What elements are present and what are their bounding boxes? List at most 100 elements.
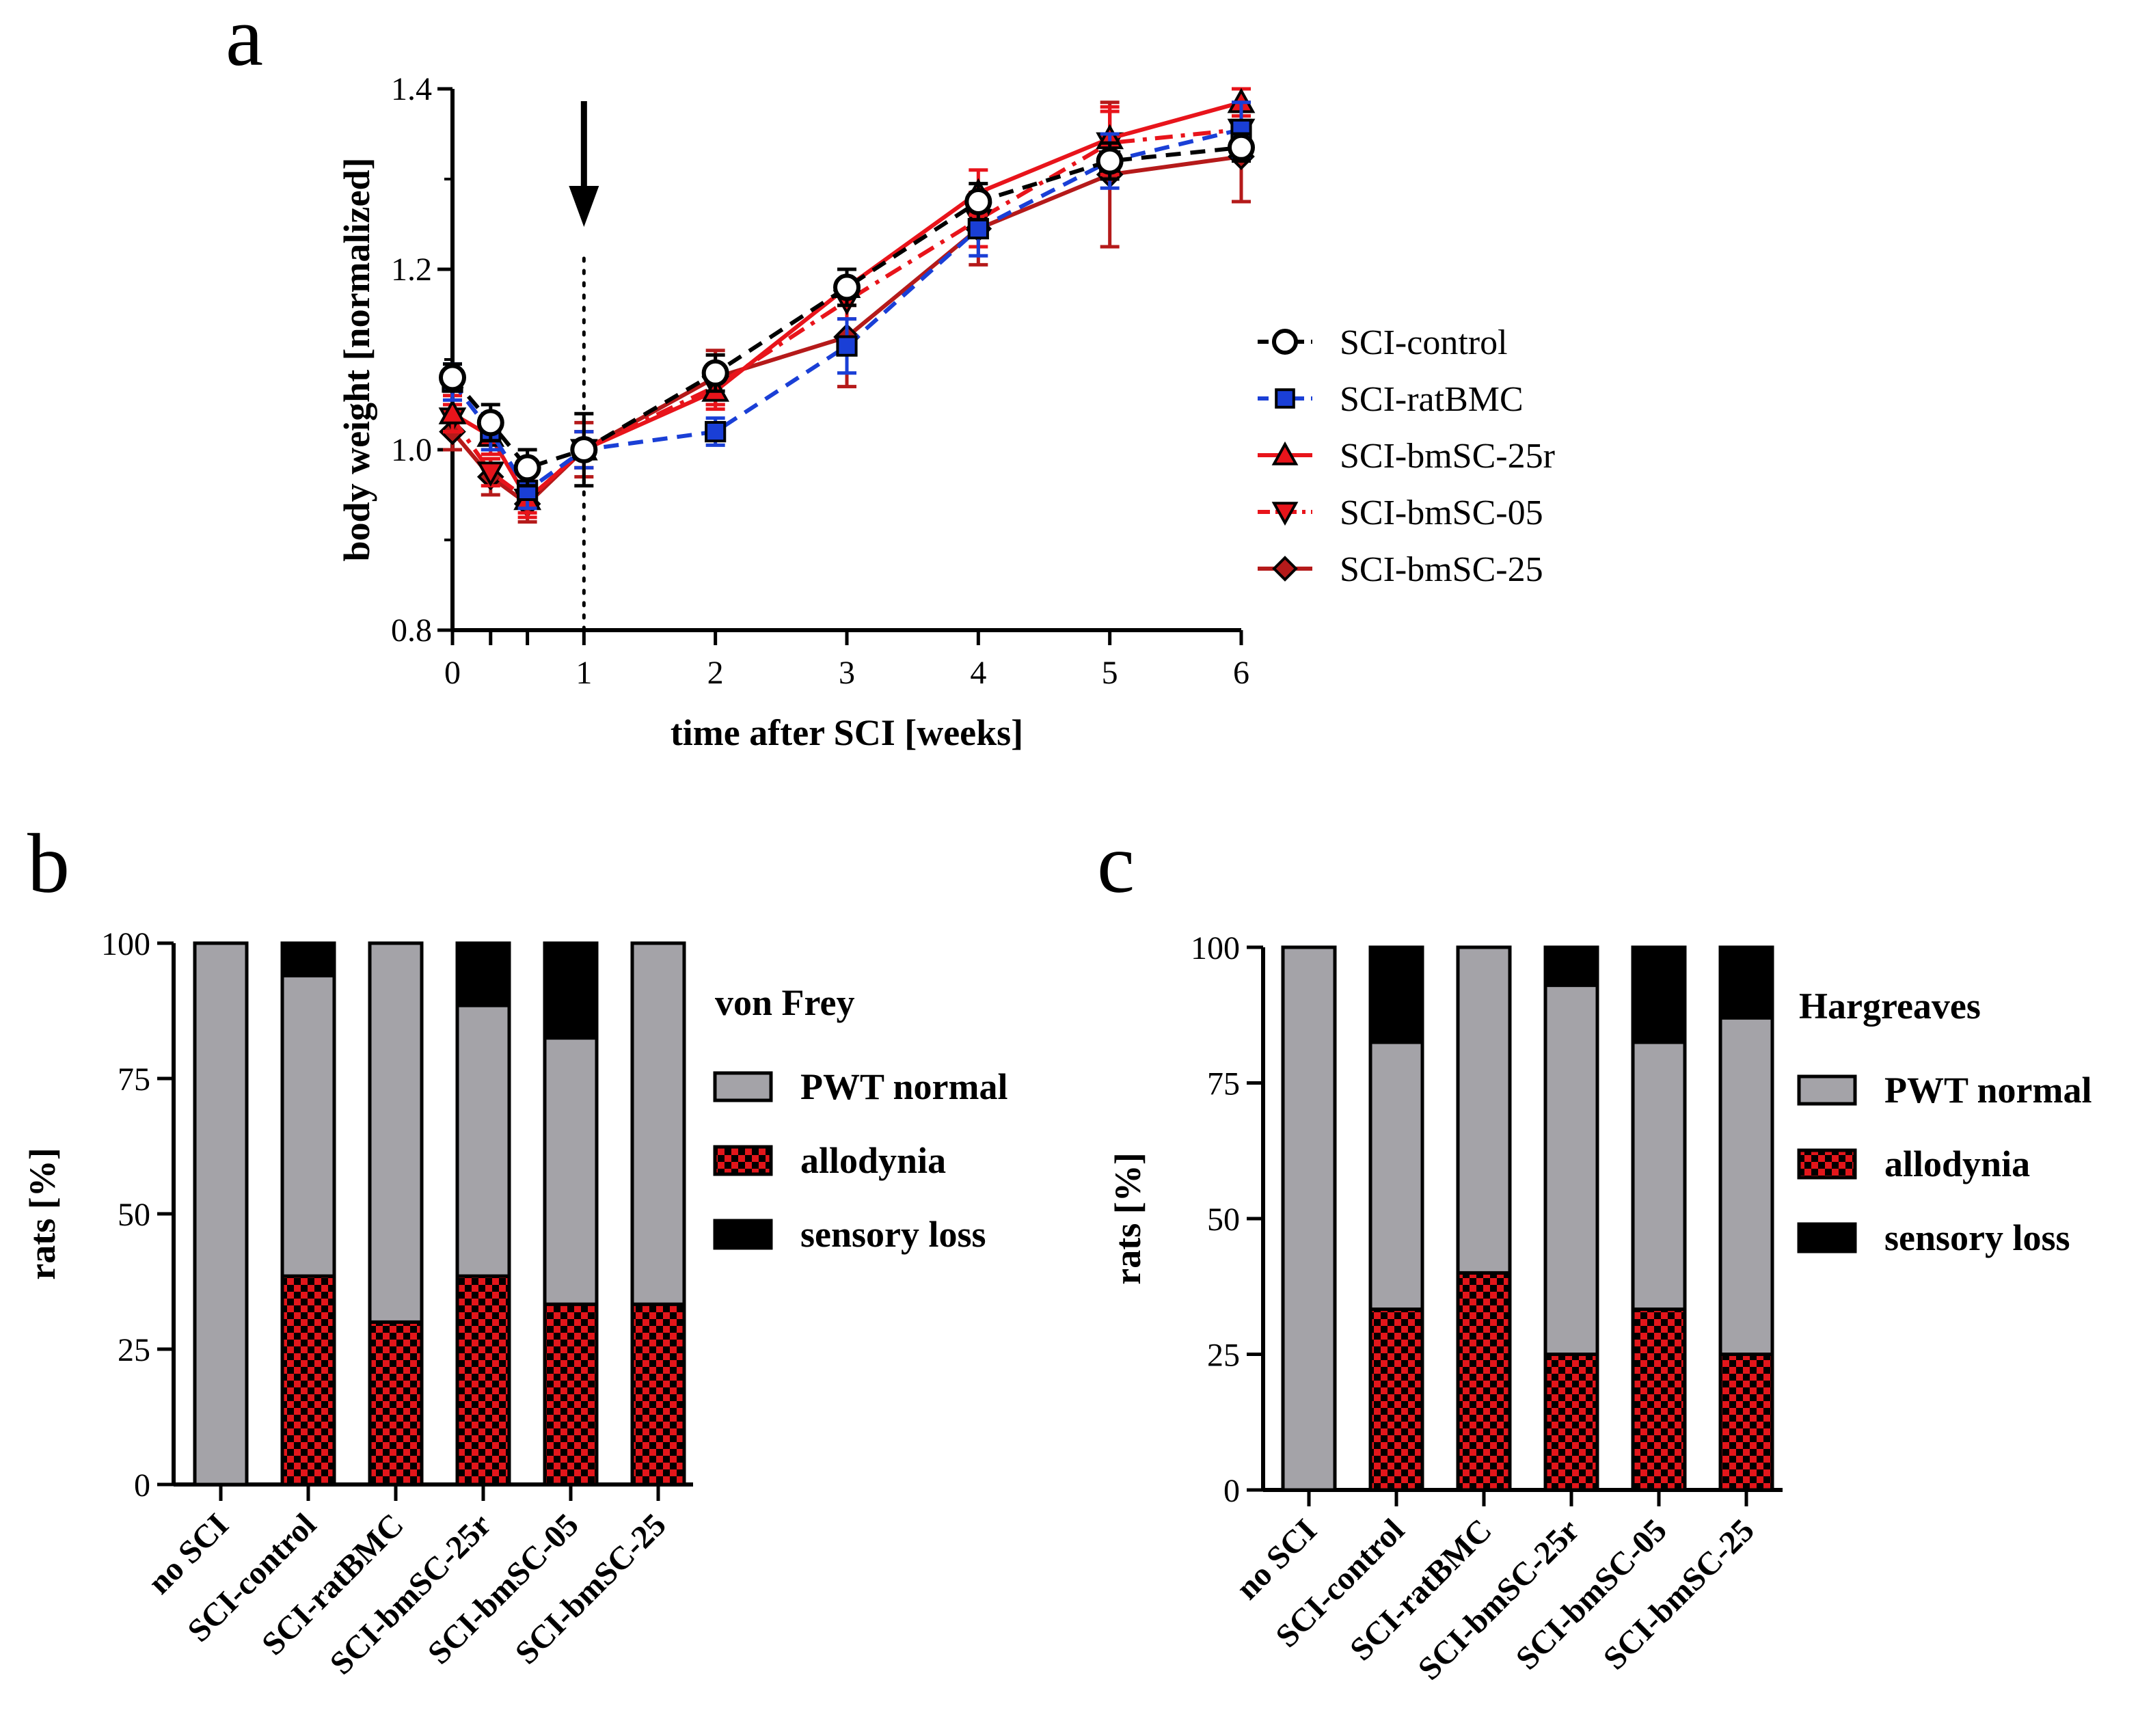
panel-letter-b: b (27, 817, 70, 910)
panel-a-line-chart: a 0.8 1.0 1.2 1.4 0 1 2 3 4 5 6 time after SCI [week… (226, 0, 1555, 753)
y-tick-label: 0 (134, 1467, 150, 1504)
legend-label: SCI-control (1340, 323, 1508, 362)
y-axis-title: rats [%] (1107, 1152, 1148, 1284)
bar-SCI-ratBMC (1456, 945, 1512, 1492)
bar-segment-allodynia (1368, 1307, 1424, 1492)
bar-segment-PWT-normal (630, 941, 686, 1306)
data-point (476, 409, 504, 437)
bar-SCI-bmSC-05 (543, 941, 599, 1487)
legend-swatch (1797, 1148, 1857, 1180)
data-point (964, 188, 992, 215)
bar-segment-allodynia (1631, 1307, 1687, 1492)
legend-swatch (713, 1219, 773, 1250)
data-point (705, 421, 727, 443)
bar-segment-allodynia (630, 1302, 686, 1487)
x-tick-label: 1 (576, 655, 592, 691)
bar-segment-allodynia (1718, 1353, 1774, 1492)
category-label: SCI-bmSC-25 (1597, 1512, 1761, 1677)
bar-segment-PWT-normal (368, 941, 424, 1324)
x-tick-label: 6 (1233, 655, 1249, 691)
bar-segment-PWT-normal (1281, 945, 1337, 1492)
bar-SCI-ratBMC (368, 941, 424, 1487)
legend-label: SCI-ratBMC (1340, 380, 1524, 419)
bar-segment-PWT-normal (1718, 1016, 1774, 1356)
panel-letter-c: c (1097, 817, 1135, 910)
data-point (833, 273, 861, 301)
bar-segment-PWT-normal (1543, 984, 1599, 1356)
data-point (513, 454, 541, 482)
legend-label: sensory loss (1884, 1217, 2070, 1258)
bar-segment-sensory-loss (1368, 945, 1424, 1044)
legend-marker (1275, 388, 1295, 409)
data-point (439, 364, 466, 392)
bar-segment-sensory-loss (280, 941, 336, 978)
legend-marker (1271, 441, 1299, 465)
bar-segment-PWT-normal (280, 974, 336, 1278)
bar-SCI-control (1368, 945, 1424, 1492)
y-tick-label: 50 (118, 1197, 150, 1233)
data-point (476, 461, 505, 487)
x-tick-label: 2 (707, 655, 724, 691)
bar-SCI-bmSC-25 (630, 941, 686, 1487)
legend-label: SCI-bmSC-25 (1340, 550, 1543, 589)
y-tick-label: 1.2 (391, 252, 432, 288)
bar-segment-allodynia (1543, 1353, 1599, 1492)
bar-SCI-bmSC-25r (455, 941, 511, 1487)
legend-marker (1272, 329, 1298, 355)
legend-marker (1272, 556, 1298, 582)
bar-segment-sensory-loss (455, 941, 511, 1007)
bar-segment-allodynia (1456, 1271, 1512, 1492)
legend-label: allodynia (800, 1140, 946, 1181)
legend-swatch (713, 1145, 773, 1176)
legend-label: SCI-bmSC-25r (1340, 437, 1555, 476)
bar-segment-sensory-loss (543, 941, 599, 1040)
bar-SCI-bmSC-25 (1718, 945, 1774, 1492)
y-tick-label: 50 (1207, 1202, 1240, 1238)
legend-label: PWT normal (1884, 1070, 2092, 1111)
y-tick-label: 0.8 (391, 612, 432, 649)
panel-letter-a: a (226, 0, 263, 83)
y-tick-label: 25 (118, 1332, 150, 1368)
y-axis-title: body weight [normalized] (336, 158, 377, 562)
bar-segment-sensory-loss (1631, 945, 1687, 1044)
legend-label: allodynia (1884, 1143, 2030, 1184)
data-point (836, 335, 858, 357)
bar-segment-sensory-loss (1543, 945, 1599, 988)
data-point (1228, 133, 1255, 161)
category-label: SCI-bmSC-05 (421, 1506, 586, 1671)
legend-swatch (1797, 1074, 1857, 1106)
y-tick-label: 75 (118, 1061, 150, 1098)
legend-swatch (713, 1071, 773, 1102)
y-tick-label: 100 (101, 926, 150, 962)
data-point (967, 218, 989, 240)
bar-segment-allodynia (280, 1274, 336, 1487)
x-tick-label: 4 (970, 655, 986, 691)
data-point (701, 359, 729, 387)
legend-swatch (1797, 1222, 1857, 1253)
legend-label: SCI-bmSC-05 (1340, 493, 1543, 532)
y-tick-label: 0 (1223, 1473, 1240, 1509)
bar-segment-sensory-loss (1718, 945, 1774, 1020)
data-point (570, 436, 598, 463)
y-axis-title: rats [%] (22, 1148, 63, 1279)
legend-label: sensory loss (800, 1214, 986, 1255)
bar-segment-PWT-normal (1368, 1040, 1424, 1312)
legend-a: SCI-control SCI-ratBMC SCI-bmSC-25r SCI-bmS… (1258, 323, 1555, 589)
y-tick-label: 25 (1207, 1338, 1240, 1374)
bar-segment-PWT-normal (543, 1036, 599, 1306)
bar-segment-allodynia (368, 1320, 424, 1487)
bar-segment-PWT-normal (455, 1003, 511, 1278)
legend-b: von Frey PWT normal allodynia sensory loss (713, 982, 1008, 1255)
y-tick-label: 1.4 (391, 71, 432, 107)
bar-segment-PWT-normal (193, 941, 249, 1487)
y-tick-label: 100 (1191, 930, 1240, 966)
week1-arrow-head (569, 186, 599, 227)
bar-no SCI (193, 941, 249, 1487)
bar-segment-allodynia (543, 1302, 599, 1487)
bar-segment-allodynia (455, 1274, 511, 1487)
data-point (438, 399, 467, 424)
legend-marker (1271, 502, 1299, 526)
